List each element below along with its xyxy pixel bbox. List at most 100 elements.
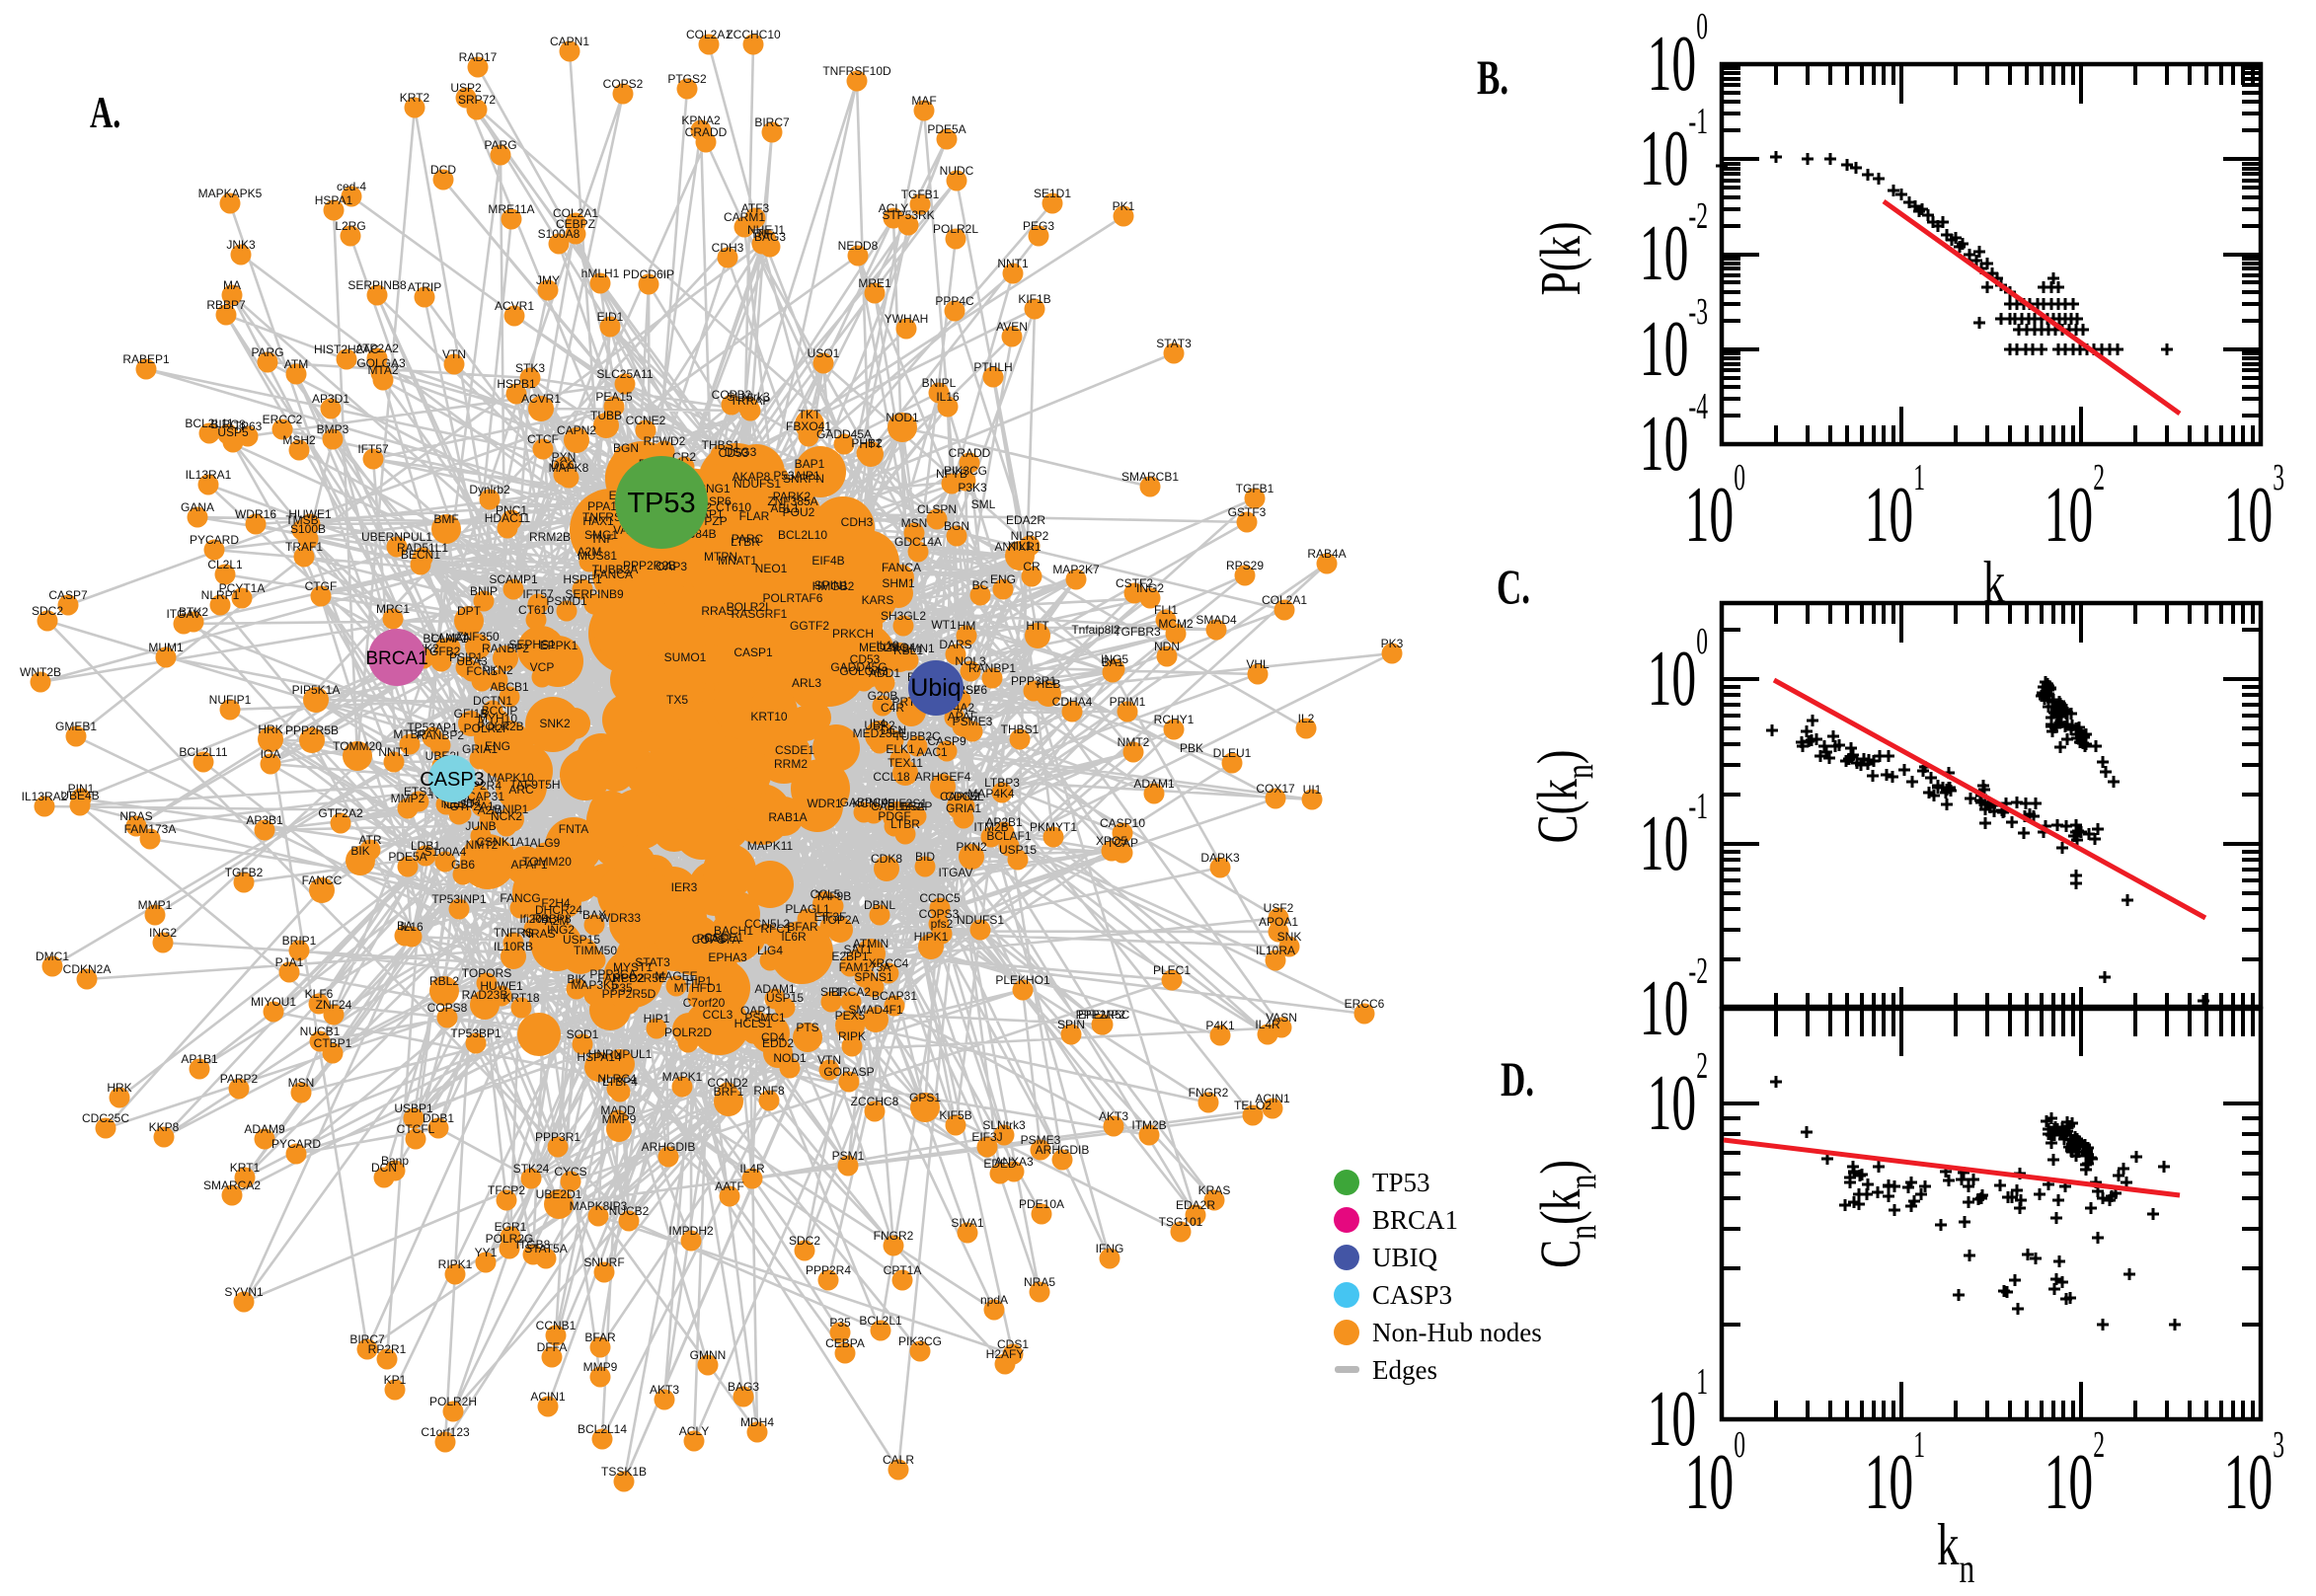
svg-text:ACLY: ACLY bbox=[879, 201, 908, 215]
svg-text:FAM173A: FAM173A bbox=[839, 960, 891, 974]
svg-text:DPT: DPT bbox=[457, 604, 482, 618]
svg-text:LDB1: LDB1 bbox=[411, 839, 440, 853]
svg-text:MSN: MSN bbox=[288, 1076, 315, 1090]
svg-text:RANBP2: RANBP2 bbox=[417, 728, 464, 742]
svg-text:ELK1: ELK1 bbox=[886, 742, 915, 756]
svg-text:ATRIP: ATRIP bbox=[408, 280, 441, 294]
svg-text:PSMC1: PSMC1 bbox=[744, 1011, 786, 1025]
svg-text:MTA2: MTA2 bbox=[367, 363, 398, 377]
svg-text:PIP5K1A: PIP5K1A bbox=[292, 683, 341, 697]
svg-text:ADAM9: ADAM9 bbox=[244, 1122, 285, 1136]
svg-text:MAPK1: MAPK1 bbox=[662, 1070, 703, 1084]
svg-text:PIN1: PIN1 bbox=[68, 782, 95, 796]
svg-text:OAP3: OAP3 bbox=[656, 560, 687, 573]
svg-text:IL13RA2: IL13RA2 bbox=[22, 790, 68, 803]
svg-text:SML: SML bbox=[971, 497, 996, 511]
svg-text:NUCB1: NUCB1 bbox=[300, 1025, 341, 1038]
svg-text:EDA2R: EDA2R bbox=[1176, 1198, 1215, 1212]
svg-text:WDR16: WDR16 bbox=[235, 507, 276, 521]
svg-text:TOMM20: TOMM20 bbox=[333, 739, 382, 753]
svg-text:FANCD2: FANCD2 bbox=[597, 971, 645, 985]
svg-text:GADD45G: GADD45G bbox=[830, 660, 887, 674]
svg-text:PNC1: PNC1 bbox=[496, 503, 527, 517]
svg-text:B.: B. bbox=[1477, 51, 1508, 105]
svg-text:VTN: VTN bbox=[817, 1053, 841, 1067]
svg-text:IL10RA: IL10RA bbox=[1256, 944, 1295, 957]
svg-text:C7orf20: C7orf20 bbox=[683, 996, 726, 1010]
svg-text:KP1: KP1 bbox=[384, 1373, 407, 1387]
svg-text:CSNK1A1: CSNK1A1 bbox=[477, 835, 531, 849]
svg-text:F2H4: F2H4 bbox=[541, 896, 571, 910]
svg-text:DCN: DCN bbox=[881, 723, 906, 737]
svg-text:SRP72: SRP72 bbox=[458, 93, 496, 107]
svg-text:MTHFD1: MTHFD1 bbox=[674, 981, 723, 995]
svg-text:CEBPA: CEBPA bbox=[825, 1336, 865, 1350]
svg-text:PHB2: PHB2 bbox=[851, 436, 883, 450]
svg-text:NEDD8: NEDD8 bbox=[838, 239, 879, 253]
svg-text:TRRAP: TRRAP bbox=[731, 394, 771, 408]
svg-text:Tnfaip8l2: Tnfaip8l2 bbox=[1071, 623, 1120, 637]
svg-text:MCM2: MCM2 bbox=[1158, 617, 1194, 631]
svg-text:ACVR1: ACVR1 bbox=[521, 392, 561, 406]
svg-text:GTF2A2: GTF2A2 bbox=[318, 806, 363, 820]
svg-text:THBS1: THBS1 bbox=[702, 438, 740, 452]
svg-text:EGR1: EGR1 bbox=[495, 1220, 527, 1234]
svg-text:RRAS: RRAS bbox=[701, 604, 733, 618]
svg-text:PPP3R1: PPP3R1 bbox=[535, 1130, 580, 1144]
svg-text:IFNG: IFNG bbox=[1096, 1242, 1124, 1255]
svg-text:VASN: VASN bbox=[1266, 1011, 1297, 1025]
svg-text:GTF2A1: GTF2A1 bbox=[449, 799, 495, 813]
svg-text:DDB1: DDB1 bbox=[423, 1111, 454, 1125]
svg-text:E2BP1: E2BP1 bbox=[831, 950, 869, 963]
svg-text:SDC2: SDC2 bbox=[789, 1234, 820, 1248]
svg-text:TNFRS: TNFRS bbox=[494, 926, 533, 940]
svg-text:NRA5: NRA5 bbox=[1024, 1275, 1055, 1289]
svg-text:BGN: BGN bbox=[613, 441, 639, 455]
svg-text:NCK2: NCK2 bbox=[491, 809, 522, 823]
svg-text:SLNtrk3: SLNtrk3 bbox=[982, 1118, 1026, 1132]
svg-text:BFAR: BFAR bbox=[787, 920, 818, 934]
svg-text:MRC1: MRC1 bbox=[376, 602, 410, 616]
svg-text:RAD51L1: RAD51L1 bbox=[397, 541, 448, 555]
svg-text:COL2A1: COL2A1 bbox=[1262, 593, 1307, 607]
svg-text:A2M: A2M bbox=[545, 914, 570, 928]
svg-text:PPA1: PPA1 bbox=[587, 499, 617, 513]
svg-text:PSIP1: PSIP1 bbox=[449, 650, 483, 664]
svg-text:CCDC5: CCDC5 bbox=[919, 891, 961, 905]
svg-text:HIP1: HIP1 bbox=[644, 1012, 670, 1026]
svg-text:OAP1: OAP1 bbox=[740, 1004, 772, 1018]
svg-text:BMF: BMF bbox=[433, 512, 458, 526]
svg-text:BTK2: BTK2 bbox=[179, 605, 208, 619]
svg-text:JMY: JMY bbox=[536, 273, 560, 287]
svg-text:ABCB1: ABCB1 bbox=[490, 680, 529, 694]
svg-text:CDC5L: CDC5L bbox=[945, 790, 984, 803]
svg-text:IFT57: IFT57 bbox=[357, 442, 389, 456]
svg-text:MSN: MSN bbox=[901, 516, 928, 530]
svg-text:AAC1: AAC1 bbox=[916, 745, 948, 759]
svg-text:MAPK10: MAPK10 bbox=[487, 771, 534, 785]
svg-text:CTCFL: CTCFL bbox=[397, 1122, 435, 1136]
svg-text:UBP2: UBP2 bbox=[864, 719, 895, 732]
svg-text:SF1: SF1 bbox=[820, 985, 842, 999]
svg-text:USP15: USP15 bbox=[766, 991, 804, 1005]
svg-text:PLAGL1: PLAGL1 bbox=[785, 902, 830, 916]
svg-text:CAPN1: CAPN1 bbox=[550, 35, 589, 48]
svg-text:GB6: GB6 bbox=[451, 858, 475, 872]
svg-text:STAT5A: STAT5A bbox=[524, 1242, 568, 1255]
svg-text:UBIQ: UBIQ bbox=[1372, 1243, 1437, 1272]
svg-text:AKT3: AKT3 bbox=[1099, 1109, 1128, 1123]
svg-text:ENG: ENG bbox=[485, 739, 510, 753]
svg-text:PARK2: PARK2 bbox=[773, 490, 811, 503]
svg-text:LTBP4: LTBP4 bbox=[602, 1075, 638, 1089]
svg-text:EPPK1: EPPK1 bbox=[540, 639, 579, 652]
svg-text:DLEU1: DLEU1 bbox=[1213, 746, 1252, 760]
svg-text:SERPINB9: SERPINB9 bbox=[565, 587, 624, 601]
svg-text:AP3B1: AP3B1 bbox=[246, 813, 283, 827]
svg-text:PPP2R2B: PPP2R2B bbox=[623, 559, 676, 572]
svg-text:POLR2D: POLR2D bbox=[664, 1026, 712, 1039]
svg-text:USF2: USF2 bbox=[1264, 901, 1294, 915]
svg-text:CSDE1: CSDE1 bbox=[775, 743, 814, 757]
svg-text:FNTA: FNTA bbox=[559, 822, 588, 836]
svg-text:BA: BA bbox=[397, 919, 413, 933]
svg-text:SNURF: SNURF bbox=[583, 1255, 624, 1269]
